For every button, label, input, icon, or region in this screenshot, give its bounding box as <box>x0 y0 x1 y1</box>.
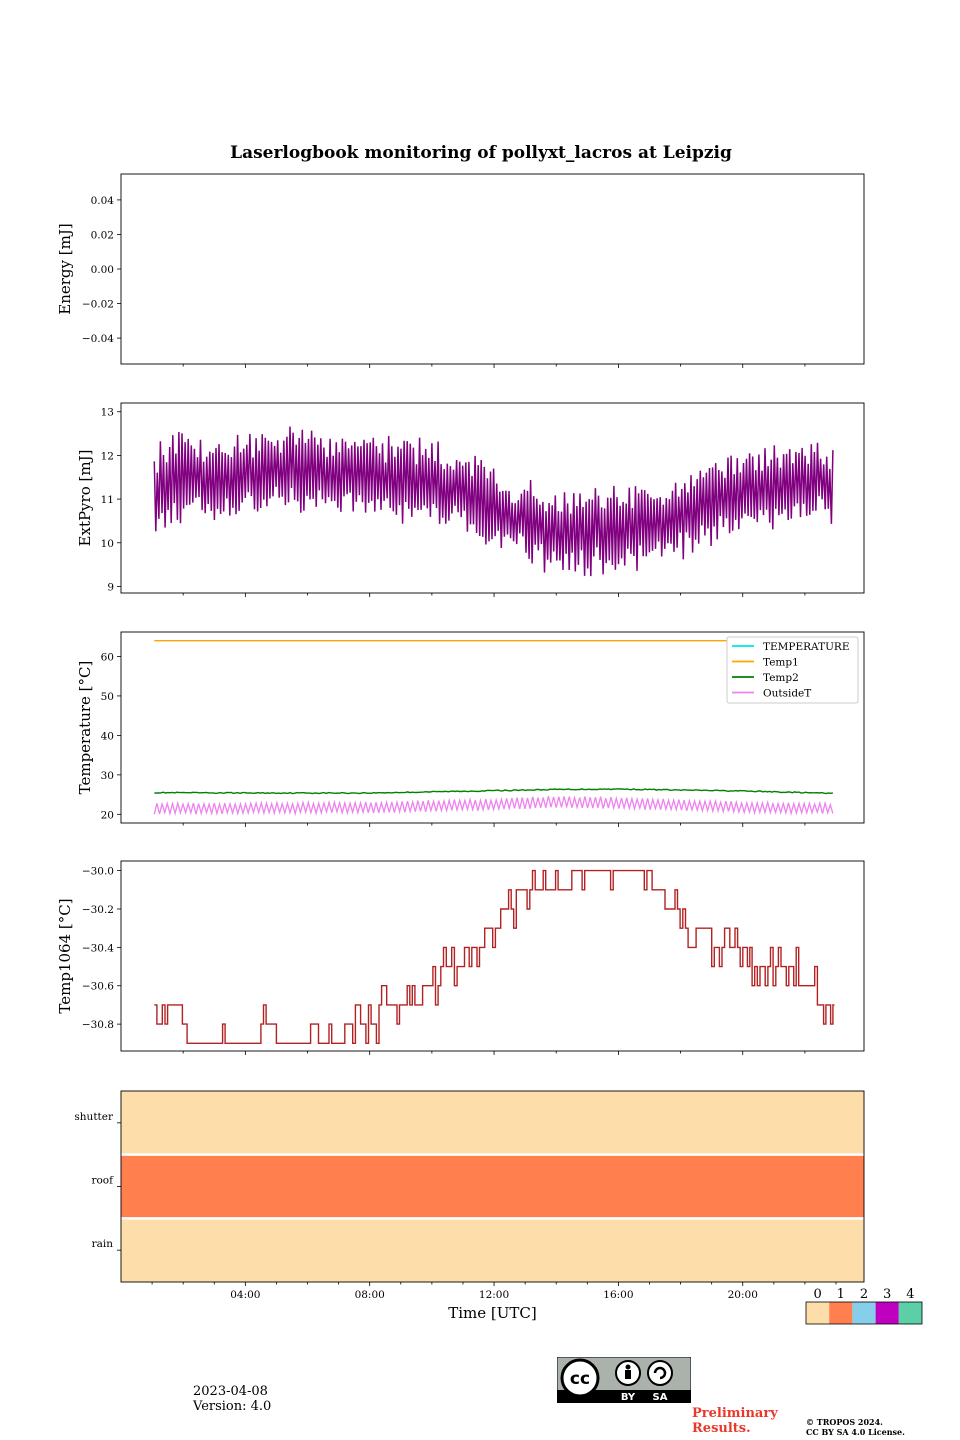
status-row-cell <box>121 1218 864 1282</box>
y-tick-label: 0.00 <box>91 264 114 276</box>
preliminary-line-2: Results. <box>692 1421 751 1436</box>
y-axis-label: Temperature [°C] <box>76 661 94 795</box>
y-axis-label: Temp1064 [°C] <box>56 898 74 1013</box>
y-tick-label: −30.8 <box>82 1019 114 1031</box>
axes-frame <box>120 860 865 1052</box>
cc-by-sa-icon: cc BY SA <box>556 1356 692 1404</box>
x-tick-label: 08:00 <box>355 1289 385 1301</box>
x-tick-label: 16:00 <box>603 1289 633 1301</box>
chart-title: Laserlogbook monitoring of pollyxt_lacro… <box>230 143 732 163</box>
license-sa-label: SA <box>653 1392 668 1403</box>
legend-entry: Temp1 <box>763 657 799 669</box>
colorbar-frame <box>805 1301 923 1325</box>
colorbar-label: 1 <box>837 1287 845 1302</box>
y-tick-label: −0.04 <box>82 333 114 345</box>
preliminary-note: Preliminary Results. <box>692 1406 778 1436</box>
temp1064-series-line <box>154 869 835 1044</box>
axes-frame <box>120 631 865 824</box>
legend-box <box>726 636 859 704</box>
colorbar-swatch <box>875 1302 899 1324</box>
y-tick-label: 0.02 <box>91 229 114 241</box>
y-tick-label: 12 <box>101 450 114 462</box>
y-axis-label: Energy [mJ] <box>56 223 74 314</box>
legend-entry: Temp2 <box>763 672 799 684</box>
license-by-label: BY <box>621 1392 636 1403</box>
footer-date-block: 2023-04-08 Version: 4.0 <box>193 1384 271 1414</box>
axes-frame <box>120 402 865 594</box>
y-tick-label: 30 <box>101 770 114 782</box>
status-row-label: roof <box>91 1175 114 1187</box>
copyright-line-1: © TROPOS 2024. <box>806 1417 883 1427</box>
y-tick-label: −30.0 <box>82 866 114 878</box>
status-row-label: rain <box>92 1238 114 1250</box>
y-tick-label: 50 <box>101 691 114 703</box>
colorbar-label: 3 <box>883 1287 891 1302</box>
colorbar-swatch <box>852 1302 876 1324</box>
y-tick-label: −30.4 <box>82 942 114 954</box>
y-tick-label: −0.02 <box>82 299 114 311</box>
y-tick-label: −30.2 <box>82 904 114 916</box>
legend-entry: TEMPERATURE <box>763 641 850 653</box>
svg-text:cc: cc <box>570 1369 590 1389</box>
y-tick-label: 40 <box>101 730 114 742</box>
copyright-note: © TROPOS 2024. CC BY SA 4.0 License. <box>806 1417 905 1437</box>
license-badge: cc BY SA <box>556 1356 692 1404</box>
y-tick-label: 10 <box>101 538 114 550</box>
preliminary-line-1: Preliminary <box>692 1406 778 1421</box>
axes-frame <box>120 1090 865 1283</box>
colorbar-label: 4 <box>906 1287 914 1302</box>
colorbar-label: 0 <box>813 1287 821 1302</box>
status-row-label: shutter <box>74 1111 114 1123</box>
colorbar-swatch <box>829 1302 853 1324</box>
y-axis-label: ExtPyro [mJ] <box>76 450 94 547</box>
extpyro-series-line <box>153 426 834 577</box>
x-tick-label: 12:00 <box>479 1289 509 1301</box>
y-tick-label: 9 <box>107 581 114 593</box>
axes-frame <box>120 173 865 365</box>
footer-date: 2023-04-08 <box>193 1384 268 1399</box>
x-tick-label: 04:00 <box>230 1289 260 1301</box>
y-tick-label: 60 <box>101 651 114 663</box>
colorbar-swatch <box>806 1302 830 1324</box>
x-tick-label: 20:00 <box>728 1289 758 1301</box>
status-row-cell <box>121 1091 864 1155</box>
temp2-series-line <box>154 788 834 795</box>
x-axis-label: Time [UTC] <box>448 1304 537 1322</box>
outsidet-series-line <box>153 795 834 817</box>
status-row-cell <box>121 1154 864 1219</box>
colorbar-label: 2 <box>860 1287 868 1302</box>
copyright-line-2: CC BY SA 4.0 License. <box>806 1427 905 1437</box>
y-tick-label: −30.6 <box>82 981 114 993</box>
colorbar-swatch <box>898 1302 922 1324</box>
y-tick-label: 11 <box>101 494 114 506</box>
footer-version: Version: 4.0 <box>193 1399 272 1414</box>
y-tick-label: 0.04 <box>91 195 115 207</box>
y-tick-label: 13 <box>101 407 114 419</box>
legend-entry: OutsideT <box>763 688 811 700</box>
y-tick-label: 20 <box>101 809 114 821</box>
